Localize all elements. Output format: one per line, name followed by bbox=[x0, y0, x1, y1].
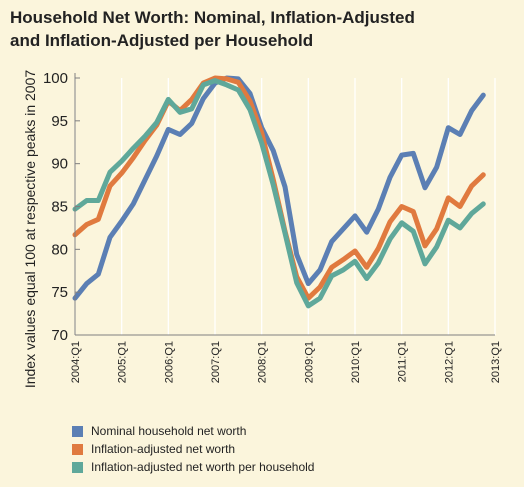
y-tick-label: 100 bbox=[43, 70, 68, 87]
x-tick-labels: 2004:Q1 2005:Q1 2006:Q1 2007:Q1 2008:Q1 2009:… bbox=[70, 341, 502, 383]
x-tick-label: 2006:Q1 bbox=[163, 341, 175, 383]
y-tick-label: 95 bbox=[51, 113, 68, 130]
x-tick-label: 2013:Q1 bbox=[490, 341, 502, 383]
legend-swatch bbox=[72, 443, 83, 455]
chart-title-line-1: Household Net Worth: Nominal, Inflation-… bbox=[10, 8, 415, 27]
legend-item: Nominal household net worth bbox=[72, 422, 314, 440]
legend-label: Inflation-adjusted net worth per househo… bbox=[91, 460, 315, 474]
y-tick-label: 80 bbox=[51, 241, 68, 258]
chart-title: Household Net Worth: Nominal, Inflation-… bbox=[10, 6, 510, 52]
y-tick-label: 70 bbox=[51, 327, 68, 344]
y-tick-label: 90 bbox=[51, 156, 68, 173]
chart-title-line-2: and Inflation-Adjusted per Household bbox=[10, 31, 314, 50]
legend: Nominal household net worth Inflation-adj… bbox=[72, 422, 314, 476]
grid-lines bbox=[74, 78, 496, 335]
legend-label: Nominal household net worth bbox=[91, 424, 247, 438]
legend-item: Inflation-adjusted net worth bbox=[72, 440, 314, 458]
series-lines bbox=[72, 75, 486, 309]
legend-label: Inflation-adjusted net worth bbox=[91, 442, 236, 456]
x-tick-label: 2008:Q1 bbox=[257, 341, 269, 383]
x-tick-label: 2004:Q1 bbox=[70, 341, 82, 383]
y-tick-label: 75 bbox=[51, 284, 68, 301]
legend-swatch bbox=[72, 461, 83, 473]
x-tick-label: 2005:Q1 bbox=[117, 341, 129, 383]
x-tick-label: 2007:Q1 bbox=[210, 341, 222, 383]
legend-item: Inflation-adjusted net worth per househo… bbox=[72, 458, 314, 476]
y-tick-label: 85 bbox=[51, 199, 68, 216]
axes bbox=[74, 73, 495, 336]
x-tick-label: 2012:Q1 bbox=[443, 341, 455, 383]
series-line-2 bbox=[72, 75, 486, 301]
series-line-1 bbox=[72, 75, 486, 301]
y-tick-labels: 70 75 80 85 90 95 100 bbox=[43, 70, 68, 344]
legend-swatch bbox=[72, 425, 83, 437]
x-tick-label: 2009:Q1 bbox=[303, 341, 315, 383]
series-line-3 bbox=[72, 78, 486, 309]
x-tick-label: 2011:Q1 bbox=[397, 341, 409, 382]
y-axis-label: Index values equal 100 at respective pea… bbox=[22, 70, 38, 389]
x-tick-label: 2010:Q1 bbox=[350, 341, 362, 383]
